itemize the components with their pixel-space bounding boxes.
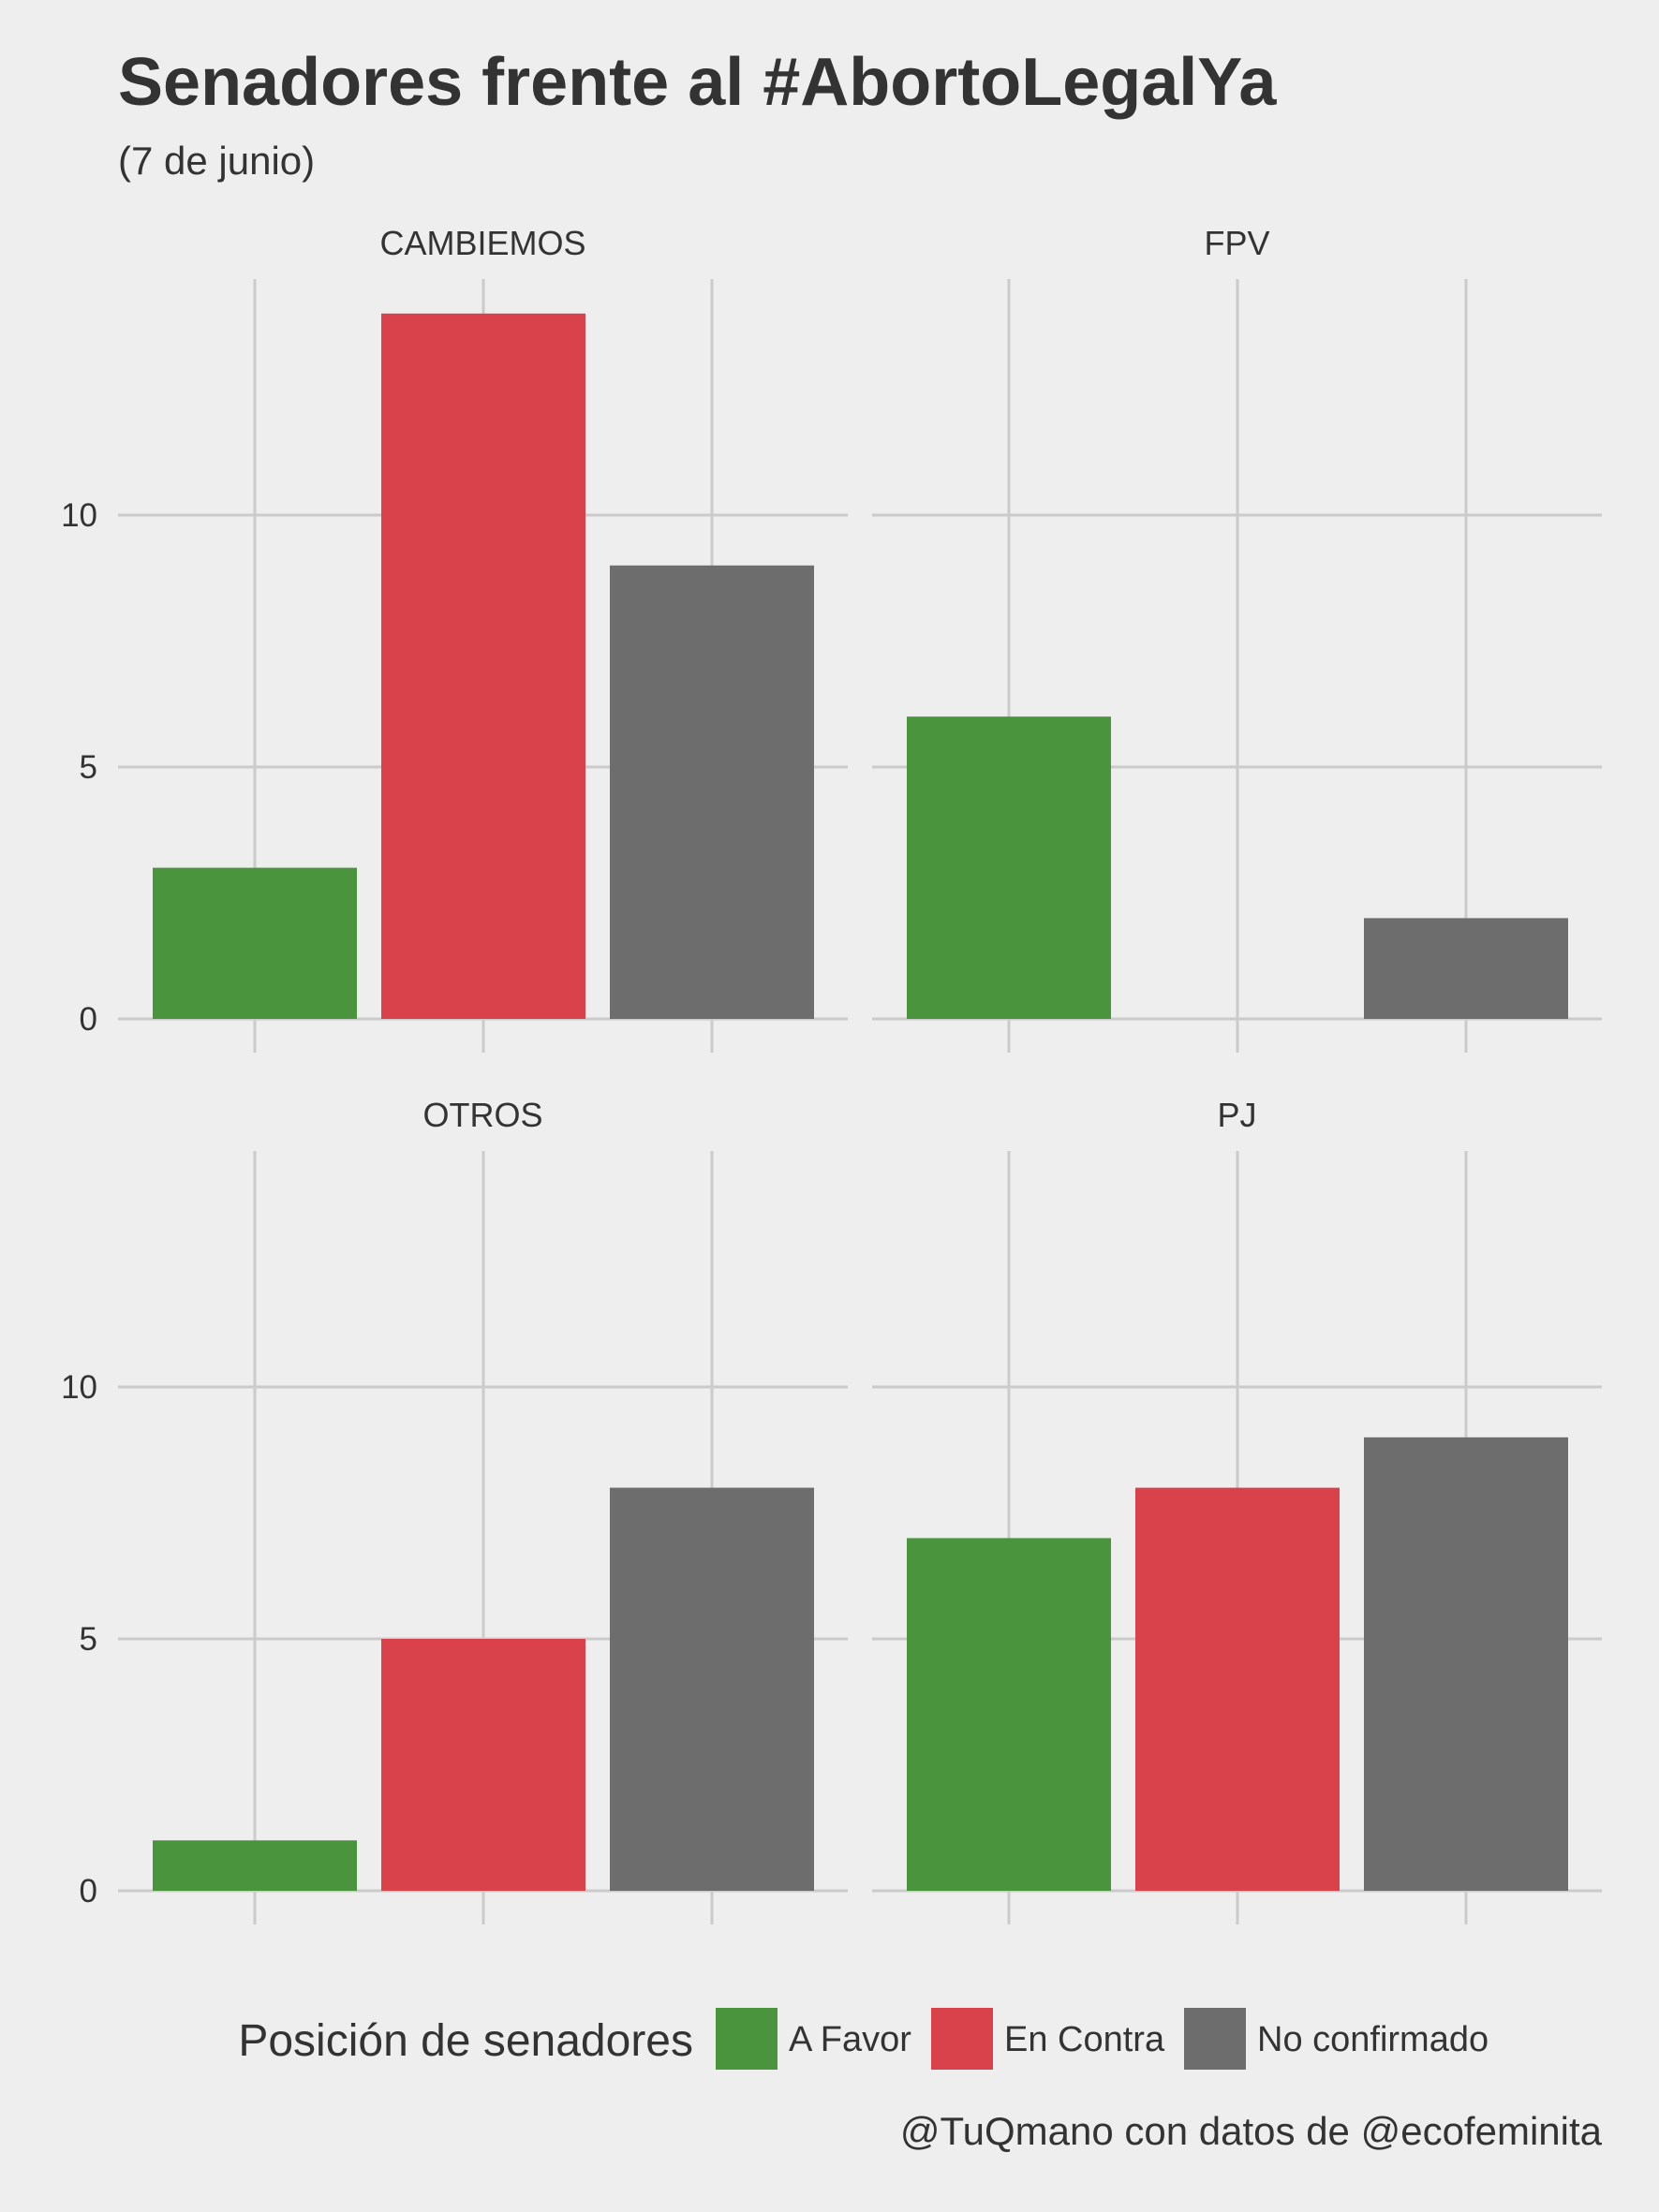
facet-panel-fpv: FPV [872, 224, 1602, 1053]
facet-panel-otros: OTROS 0 5 10 [61, 1096, 848, 1924]
facet-label: OTROS [422, 1096, 542, 1134]
chart-subtitle: (7 de junio) [118, 139, 315, 183]
bar-a-favor [907, 1538, 1111, 1891]
legend-title: Posición de senadores [238, 2016, 693, 2066]
bar-a-favor [153, 867, 357, 1019]
legend-key-no-confirmado [1184, 2008, 1246, 2070]
facet-label: PJ [1217, 1096, 1256, 1134]
bar-no-confirmado [1364, 1437, 1568, 1891]
bar-en-contra [381, 1639, 585, 1891]
bar-a-favor [153, 1840, 357, 1891]
y-tick-label: 5 [80, 1621, 97, 1658]
chart-caption: @TuQmano con datos de @ecofeminita [900, 2109, 1603, 2153]
y-tick-label: 10 [61, 497, 97, 534]
chart-title: Senadores frente al #AbortoLegalYa [118, 45, 1277, 120]
facet-panel-cambiemos: CAMBIEMOS 0 5 10 [61, 224, 848, 1053]
legend: Posición de senadores A Favor En Contra No… [238, 2008, 1489, 2070]
bar-no-confirmado [610, 1487, 814, 1891]
bar-no-confirmado [1364, 918, 1568, 1019]
legend-key-a-favor [716, 2008, 778, 2070]
legend-label: No confirmado [1257, 2020, 1489, 2059]
bar-en-contra [381, 313, 585, 1019]
facet-label: FPV [1204, 224, 1269, 262]
y-tick-label: 0 [80, 1001, 97, 1038]
facet-panel-pj: PJ [872, 1096, 1602, 1924]
legend-label: A Favor [789, 2020, 911, 2059]
legend-key-en-contra [931, 2008, 993, 2070]
y-tick-label: 0 [80, 1873, 97, 1910]
legend-label: En Contra [1004, 2020, 1165, 2059]
facet-label: CAMBIEMOS [379, 224, 585, 262]
y-tick-label: 5 [80, 749, 97, 786]
y-tick-label: 10 [61, 1369, 97, 1406]
facet-panels: CAMBIEMOS 0 5 10 FPV OTROS 0 5 10 PJ [61, 224, 1602, 1924]
bar-en-contra [1135, 1487, 1340, 1891]
bar-a-favor [907, 716, 1111, 1019]
bar-no-confirmado [610, 565, 814, 1019]
